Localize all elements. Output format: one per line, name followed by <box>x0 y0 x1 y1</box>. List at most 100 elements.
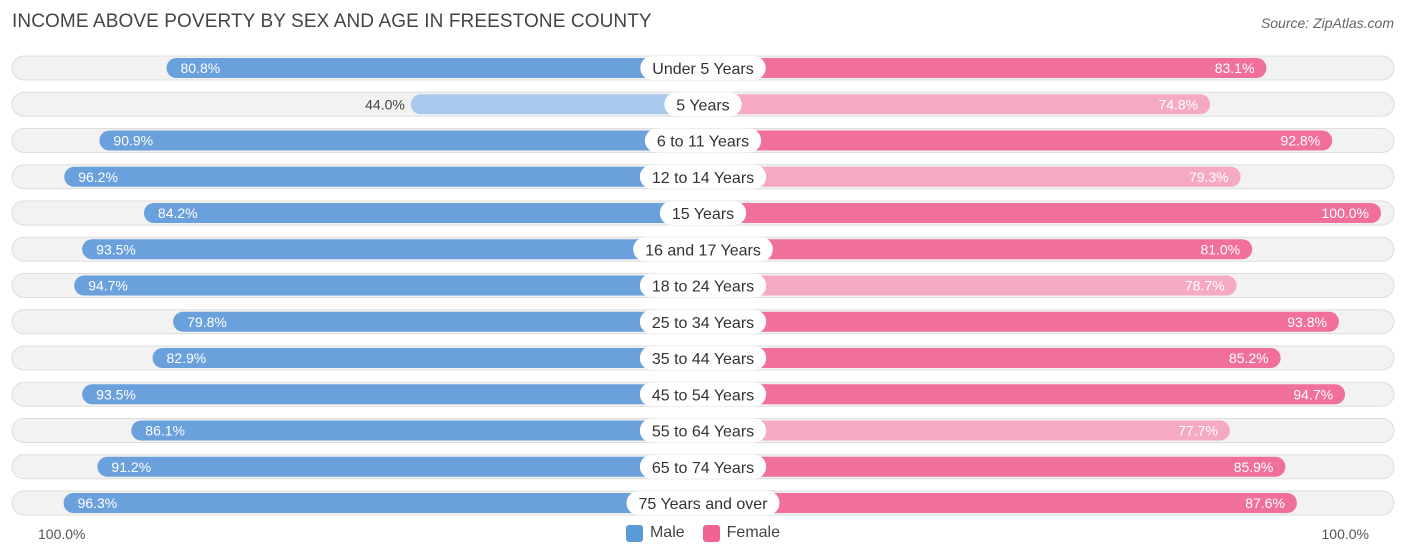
female-bar <box>703 94 1211 115</box>
bar-row: 93.5% 81.0% 16 and 17 Years <box>11 236 1395 262</box>
bar-row: 90.9% 92.8% 6 to 11 Years <box>11 128 1395 153</box>
female-value-label: 78.7% <box>1185 278 1225 294</box>
male-bar <box>82 384 703 405</box>
female-bar <box>703 384 1346 405</box>
male-bar <box>82 239 703 260</box>
category-label: 45 to 54 Years <box>652 387 754 404</box>
bar-row: 82.9% 85.2% 35 to 44 Years <box>11 345 1395 371</box>
female-bar <box>703 420 1230 441</box>
female-bar <box>703 348 1281 368</box>
category-label: 75 Years and over <box>639 496 769 513</box>
male-bar <box>63 493 704 513</box>
male-bar <box>152 348 703 368</box>
male-value-label: 86.1% <box>145 423 185 439</box>
female-bar <box>703 456 1286 477</box>
male-value-label: 44.0% <box>365 96 405 112</box>
male-bar <box>64 166 704 187</box>
male-value-label: 96.2% <box>78 169 118 185</box>
legend-swatch-female <box>702 524 720 542</box>
female-bar <box>703 311 1339 332</box>
female-value-label: 77.7% <box>1178 423 1218 439</box>
male-bar <box>166 58 703 78</box>
category-label-pill <box>639 273 767 298</box>
male-value-label: 90.9% <box>113 133 153 149</box>
category-label: 12 to 14 Years <box>652 170 754 187</box>
female-value-label: 79.3% <box>1189 169 1229 185</box>
axis-label-left: 100.0% <box>38 526 86 542</box>
male-bar <box>99 130 703 151</box>
female-value-label: 74.8% <box>1158 96 1198 112</box>
legend-label-female: Female <box>726 524 781 541</box>
bar-row: 79.8% 93.8% 25 to 34 Years <box>11 309 1395 335</box>
male-bar <box>74 275 703 296</box>
male-bar <box>131 420 703 441</box>
female-value-label: 87.6% <box>1245 495 1285 511</box>
category-label: 18 to 24 Years <box>652 279 754 296</box>
bar-row: 91.2% 85.9% 65 to 74 Years <box>11 454 1395 480</box>
bar-row: 96.3% 87.6% 75 Years and over <box>11 490 1395 516</box>
category-label-pill <box>664 92 742 117</box>
legend-item-male[interactable]: Male <box>625 524 685 542</box>
bar-row: 93.5% 94.7% 45 to 54 Years <box>11 381 1395 407</box>
male-value-label: 84.2% <box>158 205 198 221</box>
male-value-label: 93.5% <box>96 386 136 402</box>
category-label-pill <box>639 382 767 407</box>
category-label: 25 to 34 Years <box>652 315 754 332</box>
legend: Male Female <box>0 524 1406 542</box>
female-bar <box>703 166 1241 187</box>
source-label: Source: ZipAtlas.com <box>1260 15 1394 31</box>
category-label: 15 Years <box>672 206 734 223</box>
category-label: 35 to 44 Years <box>652 351 754 368</box>
female-value-label: 92.8% <box>1280 133 1320 149</box>
category-label: Under 5 Years <box>652 61 753 78</box>
axis-label-right: 100.0% <box>1321 526 1369 542</box>
category-label: 65 to 74 Years <box>652 460 754 477</box>
bar-row: 86.1% 77.7% 55 to 64 Years <box>11 418 1395 443</box>
female-bar <box>703 58 1267 78</box>
bar-row: 84.2% 100.0% 15 Years <box>11 200 1395 226</box>
male-bar <box>97 456 703 477</box>
female-bar <box>703 239 1253 260</box>
male-value-label: 79.8% <box>187 314 227 330</box>
bar-row: 80.8% 83.1% Under 5 Years <box>11 55 1395 81</box>
male-bar <box>143 203 704 223</box>
category-label-pill <box>639 418 767 443</box>
category-label-pill <box>640 56 766 80</box>
category-label: 5 Years <box>676 97 729 114</box>
male-value-label: 82.9% <box>167 350 207 366</box>
category-label-pill <box>639 454 767 479</box>
female-value-label: 93.8% <box>1287 314 1327 330</box>
category-label: 6 to 11 Years <box>657 134 749 151</box>
legend-swatch-male <box>625 524 643 542</box>
male-value-label: 91.2% <box>111 459 151 475</box>
female-bar <box>703 203 1381 223</box>
bar-row: 44.0% 74.8% 5 Years <box>11 91 1395 117</box>
bar-row: 96.2% 79.3% 12 to 14 Years <box>11 164 1395 190</box>
category-label-pill <box>639 346 767 370</box>
category-label-pill <box>644 128 762 153</box>
category-label-pill <box>639 164 767 189</box>
male-value-label: 96.3% <box>78 495 118 511</box>
male-bar <box>173 311 704 332</box>
chart-title: INCOME ABOVE POVERTY BY SEX AND AGE IN F… <box>12 11 652 32</box>
female-value-label: 100.0% <box>1322 205 1369 221</box>
category-label: 16 and 17 Years <box>645 242 761 259</box>
male-value-label: 93.5% <box>96 241 136 257</box>
female-bar <box>703 275 1237 296</box>
female-value-label: 85.9% <box>1234 459 1274 475</box>
female-value-label: 83.1% <box>1215 60 1255 76</box>
category-label-pill <box>639 309 767 334</box>
bar-row: 94.7% 78.7% 18 to 24 Years <box>11 273 1395 298</box>
female-bar <box>703 130 1333 151</box>
female-value-label: 94.7% <box>1293 386 1333 402</box>
category-label-pill <box>626 491 780 515</box>
female-bar <box>703 493 1297 513</box>
category-label: 55 to 64 Years <box>652 424 754 441</box>
legend-label-male: Male <box>649 524 685 541</box>
male-value-label: 80.8% <box>180 60 220 76</box>
female-value-label: 81.0% <box>1200 241 1240 257</box>
female-value-label: 85.2% <box>1229 350 1269 366</box>
male-bar <box>410 94 703 115</box>
category-label-pill <box>659 201 747 225</box>
legend-item-female[interactable]: Female <box>702 524 781 542</box>
